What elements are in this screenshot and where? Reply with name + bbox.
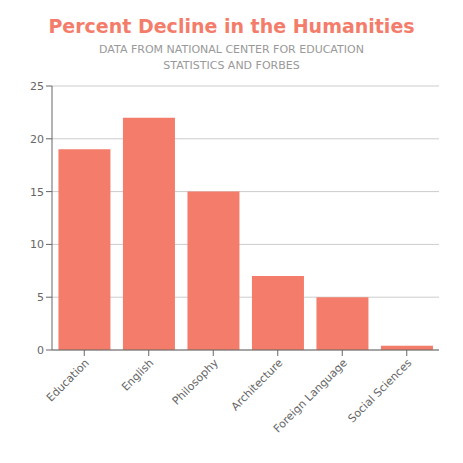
svg-text:25: 25 [30,80,44,93]
html-text:STATISTICS AND FORBES: STATISTICS AND FORBES [163,59,300,72]
html-text:Percent Decline in the Humanit: Percent Decline in the Humanities [48,15,415,37]
svg-text:Foreign Language: Foreign Language [271,356,350,435]
svg-text:5: 5 [37,291,44,304]
svg-text:Philosophy: Philosophy [170,356,222,408]
svg-text:15: 15 [30,186,44,199]
svg-text:20: 20 [30,133,44,146]
svg-text:Architecture: Architecture [229,356,286,413]
html-text:DATA FROM NATIONAL CENTER FOR: DATA FROM NATIONAL CENTER FOR EDUCATION [99,43,364,56]
svg-text:Social Sciences: Social Sciences [345,356,414,425]
svg-text:Education: Education [44,356,92,404]
svg-text:10: 10 [30,238,44,251]
svg-text:English: English [119,356,156,393]
svg-text:0: 0 [37,344,44,357]
